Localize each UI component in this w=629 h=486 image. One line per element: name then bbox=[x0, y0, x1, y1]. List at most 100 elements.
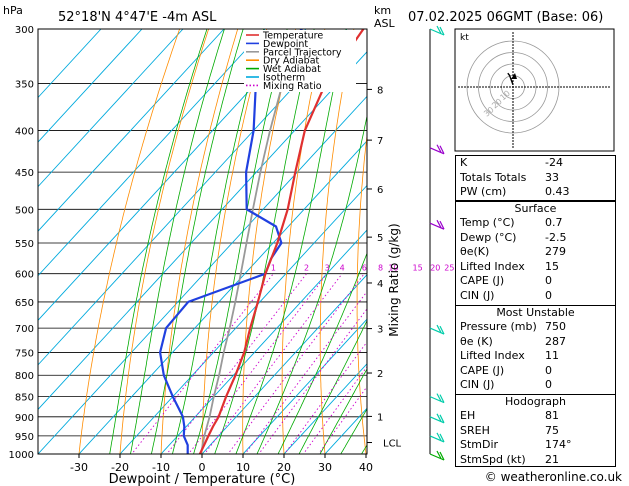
mixing-ratio-line bbox=[131, 273, 274, 454]
x-axis-label: Dewpoint / Temperature (°C) bbox=[109, 472, 296, 486]
wet-adiabat bbox=[150, 29, 244, 454]
dry-adiabat bbox=[319, 29, 355, 454]
hodograph-kt-label: kt bbox=[460, 33, 469, 43]
km-tick-label: 4 bbox=[377, 279, 383, 290]
surface-row: θe(K) 279 bbox=[460, 245, 566, 258]
hpa-label: hPa bbox=[3, 4, 23, 17]
isotherm bbox=[38, 29, 307, 321]
mixing-ratio-line bbox=[244, 290, 367, 454]
legend-label: Wet Adiabat bbox=[263, 64, 321, 75]
mixing-ratio-tick: 20 bbox=[430, 264, 440, 273]
surface-table: Surface Temp (°C) 0.7 Dewp (°C) -2.5 θe(K)… bbox=[455, 201, 616, 306]
x-tick-label: 0 bbox=[199, 461, 206, 474]
mixing-ratio-tick: 8 bbox=[378, 264, 383, 273]
pressure-tick: 500 bbox=[15, 205, 34, 216]
wet-adiabat bbox=[277, 252, 367, 454]
dry-adiabat bbox=[160, 29, 239, 454]
isotherm bbox=[38, 29, 184, 188]
wind-profile bbox=[429, 25, 445, 461]
x-tick-label: 40 bbox=[359, 461, 373, 474]
wind-barb bbox=[429, 219, 445, 230]
dry-adiabat bbox=[427, 29, 450, 468]
x-tick-label: 20 bbox=[277, 461, 291, 474]
pressure-tick: 550 bbox=[15, 239, 34, 250]
wind-barb bbox=[429, 450, 445, 461]
isotherm bbox=[160, 229, 367, 454]
indices-table: K -24 Totals Totals 33 PW (cm) 0.43 bbox=[455, 155, 616, 201]
most-unstable-title: Most Unstable bbox=[496, 306, 575, 319]
dry-adiabat bbox=[119, 29, 209, 454]
most-unstable-table: Most Unstable Pressure (mb) 750 θe (K) 287… bbox=[455, 305, 616, 395]
hodograph-title: Hodograph bbox=[505, 395, 566, 408]
pressure-tick: 350 bbox=[15, 79, 34, 90]
surface-row: CIN (J) 0 bbox=[460, 288, 552, 302]
hodograph-row: StmDir 174° bbox=[460, 438, 572, 451]
wind-barb bbox=[429, 413, 445, 424]
isotherm bbox=[38, 95, 367, 454]
km-tick-label: 2 bbox=[377, 369, 383, 380]
most-unstable-row: Pressure (mb) 750 bbox=[460, 320, 566, 333]
hodograph-row: StmSpd (kt) 21 bbox=[460, 452, 559, 466]
mixing-ratio-line bbox=[258, 308, 367, 454]
isotherm bbox=[38, 29, 143, 143]
wet-adiabat bbox=[171, 29, 265, 454]
most-unstable-row: CAPE (J) 0 bbox=[460, 363, 552, 377]
pressure-tick: 650 bbox=[15, 298, 34, 309]
isotherm bbox=[78, 140, 367, 454]
km-tick-label: LCL bbox=[383, 439, 402, 450]
surface-row: CAPE (J) 0 bbox=[460, 274, 552, 287]
surface-row: Dewp (°C) -2.5 bbox=[460, 230, 567, 244]
index-row-totals: Totals Totals 33 bbox=[460, 170, 559, 184]
km-label: km bbox=[374, 4, 391, 17]
pressure-tick: 750 bbox=[15, 348, 34, 359]
mixing-ratio-line bbox=[187, 273, 328, 454]
wet-adiabat bbox=[214, 29, 315, 454]
wet-adiabat bbox=[235, 29, 347, 454]
isotherm bbox=[119, 184, 367, 454]
pressure-tick: 900 bbox=[15, 413, 34, 424]
x-tick-label: -10 bbox=[152, 461, 170, 474]
dry-adiabat bbox=[356, 132, 367, 454]
hodograph-table: Hodograph EH 81 SREH 75 StmDir 174° StmSpd … bbox=[455, 394, 616, 467]
km-tick-label: 5 bbox=[377, 233, 383, 244]
legend-label: Isotherm bbox=[263, 73, 305, 84]
index-row-k: K -24 bbox=[460, 156, 563, 169]
series-line-dewpoint bbox=[159, 29, 303, 454]
pressure-tick: 1000 bbox=[9, 450, 34, 461]
km-tick-label: 7 bbox=[377, 136, 383, 147]
storm-motion-marker bbox=[511, 73, 517, 79]
hodograph-ring bbox=[478, 52, 548, 122]
km-tick-label: 1 bbox=[377, 412, 383, 423]
legend-label: Mixing Ratio bbox=[263, 81, 322, 92]
legend-label: Dewpoint bbox=[263, 39, 308, 50]
wet-adiabat bbox=[298, 319, 367, 454]
legend-label: Temperature bbox=[262, 31, 323, 42]
index-row-pw: PW (cm) 0.43 bbox=[460, 185, 570, 198]
mixing-ratio-line bbox=[227, 273, 365, 454]
hodograph-row: EH 81 bbox=[460, 409, 559, 422]
wind-barb bbox=[429, 25, 445, 36]
mixing-ratio-line bbox=[166, 273, 307, 454]
asl-label: ASL bbox=[374, 17, 396, 30]
hodograph-trace bbox=[507, 72, 514, 85]
x-tick-label: 10 bbox=[236, 461, 250, 474]
pressure-tick: 600 bbox=[15, 270, 34, 281]
isotherm bbox=[283, 363, 367, 454]
copyright: © weatheronline.co.uk bbox=[485, 470, 622, 484]
wind-barb bbox=[429, 432, 445, 443]
wind-barb bbox=[429, 324, 445, 335]
wind-barb bbox=[429, 393, 445, 404]
surface-title: Surface bbox=[514, 202, 557, 215]
isotherm bbox=[38, 51, 367, 411]
wet-adiabat bbox=[319, 368, 367, 454]
pressure-tick: 850 bbox=[15, 393, 34, 404]
most-unstable-row: Lifted Index 11 bbox=[460, 349, 559, 362]
wet-adiabat bbox=[256, 113, 367, 454]
series-line-temperature bbox=[198, 29, 365, 454]
pressure-tick: 400 bbox=[15, 127, 34, 138]
km-tick-label: 8 bbox=[377, 85, 383, 96]
isotherm bbox=[38, 29, 266, 277]
